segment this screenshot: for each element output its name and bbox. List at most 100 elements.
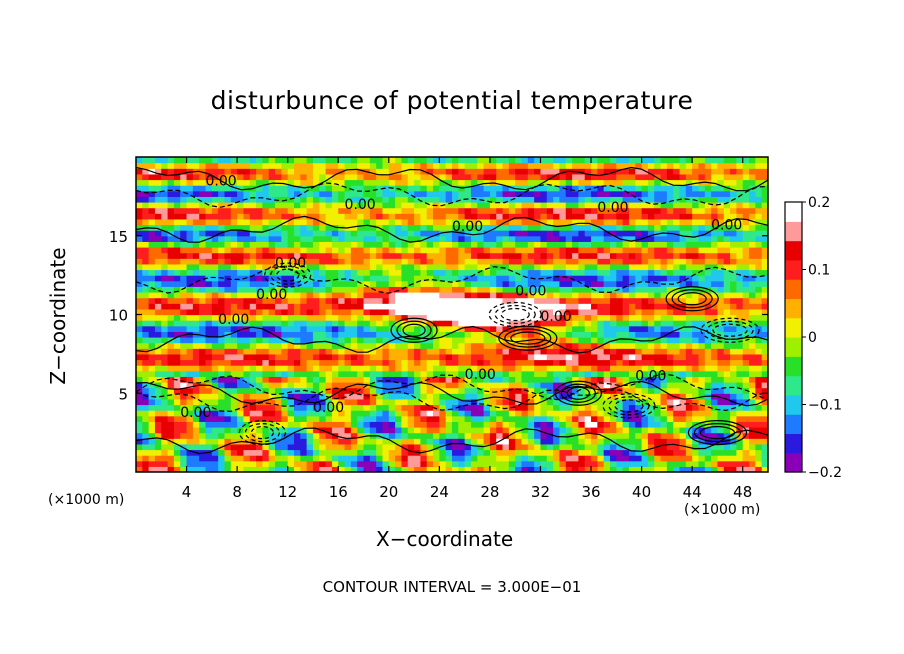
field-cell bbox=[616, 365, 624, 372]
field-cell bbox=[641, 280, 649, 287]
field-cell bbox=[616, 280, 624, 287]
field-cell bbox=[192, 460, 200, 467]
field-cell bbox=[540, 331, 548, 338]
field-cell bbox=[616, 359, 624, 366]
field-cell bbox=[433, 252, 440, 259]
field-cell bbox=[382, 466, 390, 472]
field-cell bbox=[395, 438, 403, 445]
field-cell bbox=[331, 398, 339, 406]
field-cell bbox=[338, 292, 346, 299]
field-cell bbox=[249, 314, 257, 321]
field-cell bbox=[483, 185, 491, 192]
field-cell bbox=[458, 258, 466, 265]
field-cell bbox=[154, 455, 162, 462]
field-cell bbox=[243, 286, 251, 293]
field-cell bbox=[685, 410, 693, 417]
field-cell bbox=[489, 269, 497, 276]
field-cell bbox=[287, 157, 295, 164]
field-cell bbox=[268, 190, 276, 197]
field-cell bbox=[654, 185, 662, 192]
field-cell bbox=[673, 432, 681, 439]
field-cell bbox=[325, 432, 333, 439]
field-cell bbox=[527, 410, 535, 417]
field-cell bbox=[477, 263, 485, 271]
field-cell bbox=[591, 173, 598, 181]
field-cell bbox=[483, 410, 491, 417]
field-cell bbox=[647, 235, 655, 242]
field-cell bbox=[205, 269, 213, 276]
field-cell bbox=[142, 263, 150, 271]
field-cell bbox=[281, 213, 289, 220]
field-cell bbox=[407, 168, 415, 175]
field-cell bbox=[508, 455, 516, 462]
field-cell bbox=[382, 365, 390, 372]
field-cell bbox=[635, 410, 643, 417]
field-cell bbox=[578, 230, 586, 237]
field-cell bbox=[647, 438, 655, 445]
field-cell bbox=[578, 258, 586, 265]
field-cell bbox=[344, 455, 352, 462]
field-cell bbox=[407, 275, 415, 282]
field-cell bbox=[673, 415, 681, 422]
field-cell bbox=[325, 179, 333, 186]
field-cell bbox=[281, 168, 289, 175]
field-cell bbox=[401, 185, 409, 192]
field-cell bbox=[199, 348, 207, 355]
field-cell bbox=[224, 325, 232, 332]
field-cell bbox=[502, 460, 510, 467]
field-cell bbox=[205, 196, 213, 203]
field-cell bbox=[243, 415, 251, 422]
field-cell bbox=[502, 213, 510, 220]
field-cell bbox=[464, 320, 472, 327]
field-cell bbox=[420, 314, 428, 321]
field-cell bbox=[502, 235, 510, 242]
field-cell bbox=[142, 365, 150, 372]
field-cell bbox=[306, 218, 314, 226]
field-cell bbox=[603, 235, 611, 242]
field-cell bbox=[603, 432, 611, 439]
field-cell bbox=[275, 376, 282, 383]
field-cell bbox=[173, 185, 181, 192]
field-cell bbox=[249, 297, 257, 304]
field-cell bbox=[230, 297, 238, 304]
field-cell bbox=[641, 415, 649, 422]
field-cell bbox=[243, 190, 251, 197]
field-cell bbox=[527, 393, 535, 400]
field-cell bbox=[376, 196, 384, 203]
field-cell bbox=[534, 275, 542, 282]
field-cell bbox=[578, 460, 586, 467]
field-cell bbox=[218, 308, 226, 316]
field-cell bbox=[218, 269, 226, 276]
field-cell bbox=[294, 359, 301, 366]
field-cell bbox=[610, 320, 617, 327]
field-cell bbox=[591, 421, 598, 428]
field-cell bbox=[300, 460, 308, 467]
field-cell bbox=[331, 370, 339, 377]
field-cell bbox=[161, 241, 169, 248]
field-cell bbox=[167, 404, 175, 411]
field-cell bbox=[243, 218, 251, 226]
field-cell bbox=[559, 466, 567, 472]
field-cell bbox=[572, 370, 579, 377]
field-cell bbox=[679, 331, 687, 338]
field-cell bbox=[407, 342, 415, 349]
field-cell bbox=[553, 466, 561, 472]
field-cell bbox=[610, 297, 617, 304]
field-cell bbox=[180, 432, 188, 439]
field-cell bbox=[439, 427, 447, 434]
field-cell bbox=[224, 162, 232, 169]
field-cell bbox=[287, 353, 295, 361]
field-cell bbox=[256, 387, 263, 394]
field-cell bbox=[300, 207, 308, 214]
field-cell bbox=[275, 365, 282, 372]
field-cell bbox=[496, 230, 504, 237]
field-cell bbox=[237, 230, 245, 237]
field-cell bbox=[237, 365, 245, 372]
field-cell bbox=[275, 196, 282, 203]
field-cell bbox=[256, 224, 263, 231]
field-cell bbox=[673, 421, 681, 428]
field-cell bbox=[685, 173, 693, 181]
field-cell bbox=[249, 280, 257, 287]
field-cell bbox=[540, 280, 548, 287]
field-cell bbox=[205, 432, 213, 439]
